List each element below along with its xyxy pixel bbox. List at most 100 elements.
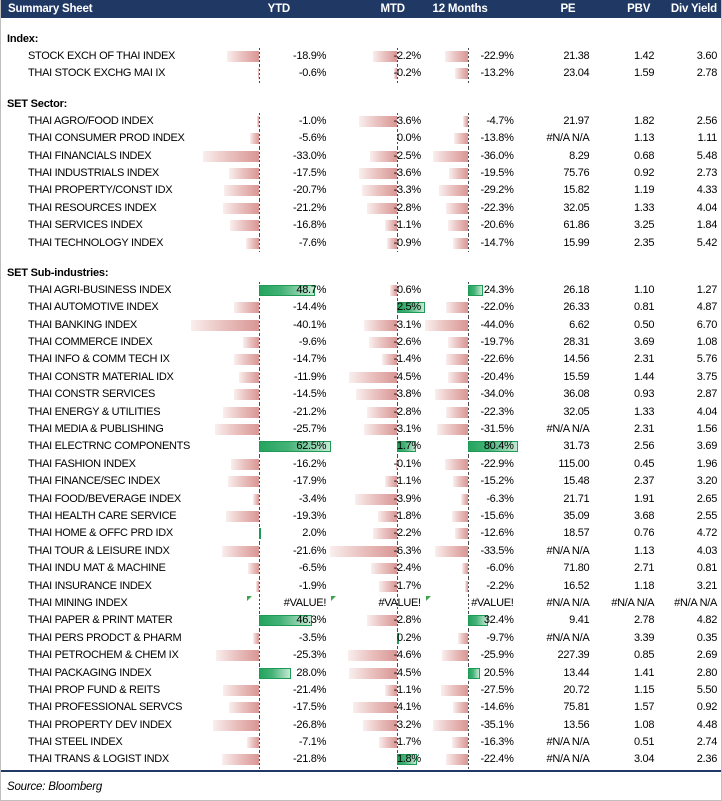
cell-dy[interactable]: 1.27 bbox=[696, 283, 718, 296]
cell-dy[interactable]: 5.42 bbox=[696, 236, 718, 249]
cell-pbv[interactable]: 1.13 bbox=[633, 544, 655, 557]
cell-m12[interactable]: -14.6% bbox=[425, 699, 518, 717]
cell-dy[interactable]: 0.35 bbox=[696, 631, 718, 644]
cell-mtd[interactable]: -0.2% bbox=[330, 65, 425, 83]
row-label[interactable]: THAI STEEL INDEX bbox=[28, 736, 123, 749]
cell-ytd[interactable]: -21.8% bbox=[191, 751, 331, 769]
cell-pbv[interactable]: 1.10 bbox=[633, 283, 655, 296]
cell-ytd[interactable]: -9.6% bbox=[191, 334, 331, 352]
col-header-pbv[interactable]: PBV bbox=[627, 3, 651, 15]
row-label[interactable]: THAI PACKAGING INDEX bbox=[28, 666, 152, 679]
cell-pe[interactable]: 32.05 bbox=[563, 201, 590, 214]
cell-dy[interactable]: 4.48 bbox=[696, 718, 718, 731]
cell-m12[interactable]: -12.6% bbox=[425, 525, 518, 543]
cell-dy[interactable]: 3.20 bbox=[696, 475, 718, 488]
cell-m12[interactable]: -22.6% bbox=[425, 351, 518, 369]
cell-m12[interactable]: -20.6% bbox=[425, 217, 518, 235]
cell-mtd[interactable]: -3.3% bbox=[330, 182, 425, 200]
cell-ytd[interactable]: #VALUE! bbox=[191, 594, 331, 613]
cell-ytd[interactable]: -19.3% bbox=[191, 507, 331, 526]
cell-ytd[interactable]: -1.9% bbox=[191, 577, 331, 595]
cell-m12[interactable]: -22.9% bbox=[425, 48, 518, 66]
row-label[interactable]: THAI HEALTH CARE SERVICE bbox=[28, 509, 177, 522]
cell-dy[interactable]: 6.70 bbox=[696, 318, 718, 331]
cell-ytd[interactable]: -14.5% bbox=[191, 386, 331, 404]
cell-dy[interactable]: 2.80 bbox=[696, 666, 718, 679]
cell-pe[interactable]: 26.33 bbox=[563, 301, 590, 314]
cell-ytd[interactable]: -21.6% bbox=[191, 542, 331, 561]
row-label[interactable]: THAI PAPER & PRINT MATER bbox=[28, 614, 173, 627]
cell-dy[interactable]: 0.92 bbox=[696, 701, 718, 714]
cell-pe[interactable]: 31.73 bbox=[563, 440, 590, 453]
cell-pbv[interactable]: 1.42 bbox=[633, 50, 655, 62]
cell-m12[interactable]: -27.5% bbox=[425, 681, 518, 700]
cell-m12[interactable]: -22.4% bbox=[425, 751, 518, 769]
cell-pe[interactable]: 16.52 bbox=[563, 579, 590, 592]
cell-m12[interactable]: -34.0% bbox=[425, 386, 518, 404]
cell-ytd[interactable]: -6.5% bbox=[191, 560, 331, 578]
cell-pe[interactable]: 6.62 bbox=[569, 318, 590, 331]
row-label[interactable]: THAI ENERGY & UTILITIES bbox=[28, 405, 161, 418]
cell-m12[interactable]: -13.2% bbox=[425, 65, 518, 83]
cell-dy[interactable]: 2.87 bbox=[696, 388, 718, 401]
cell-mtd[interactable]: -1.4% bbox=[330, 351, 425, 369]
cell-pbv[interactable]: 2.78 bbox=[633, 614, 655, 627]
cell-m12[interactable]: -31.5% bbox=[425, 421, 518, 439]
cell-pbv[interactable]: 0.92 bbox=[633, 166, 655, 179]
cell-pe[interactable]: 21.71 bbox=[563, 492, 590, 505]
cell-mtd[interactable]: -0.9% bbox=[330, 234, 425, 252]
cell-ytd[interactable]: -20.7% bbox=[191, 182, 331, 200]
cell-m12[interactable]: -22.0% bbox=[425, 299, 518, 317]
cell-dy[interactable]: 2.55 bbox=[696, 509, 718, 522]
cell-mtd[interactable]: -3.8% bbox=[330, 386, 425, 404]
cell-mtd[interactable]: 2.5% bbox=[330, 299, 426, 317]
cell-pe[interactable]: 15.82 bbox=[563, 184, 590, 197]
cell-mtd[interactable]: -4.5% bbox=[330, 664, 425, 682]
cell-pbv[interactable]: 1.18 bbox=[633, 579, 655, 592]
cell-ytd[interactable]: -7.6% bbox=[191, 234, 331, 252]
row-label[interactable]: THAI TRANS & LOGIST INDX bbox=[28, 753, 169, 766]
cell-m12[interactable]: #VALUE! bbox=[425, 594, 518, 613]
cell-dy[interactable]: 1.96 bbox=[696, 457, 718, 470]
cell-ytd[interactable]: 2.0% bbox=[191, 525, 331, 543]
cell-ytd[interactable]: -3.4% bbox=[191, 490, 331, 508]
cell-dy[interactable]: 2.73 bbox=[696, 166, 718, 179]
row-label[interactable]: THAI PERS PRODCT & PHARM bbox=[28, 631, 182, 644]
cell-pbv[interactable]: 0.85 bbox=[633, 649, 655, 662]
cell-ytd[interactable]: -17.5% bbox=[191, 699, 331, 717]
cell-pbv[interactable]: 3.68 bbox=[633, 509, 655, 522]
cell-pbv[interactable]: 3.04 bbox=[633, 753, 655, 766]
cell-pbv[interactable]: 3.39 bbox=[633, 631, 655, 644]
cell-ytd[interactable]: -21.2% bbox=[191, 199, 331, 218]
cell-ytd[interactable]: -18.9% bbox=[191, 48, 331, 66]
cell-mtd[interactable]: -6.3% bbox=[330, 542, 425, 561]
cell-pbv[interactable]: 1.33 bbox=[633, 201, 655, 214]
cell-m12[interactable]: -44.0% bbox=[424, 316, 518, 335]
row-label[interactable]: THAI SERVICES INDEX bbox=[28, 219, 143, 232]
cell-pe[interactable]: 14.56 bbox=[563, 353, 590, 366]
row-label[interactable]: THAI MINING INDEX bbox=[28, 596, 128, 609]
row-label[interactable]: THAI ELECTRNC COMPONENTS bbox=[28, 440, 191, 453]
cell-m12[interactable]: -19.7% bbox=[425, 334, 518, 352]
cell-mtd[interactable]: -2.5% bbox=[330, 147, 425, 165]
cell-ytd[interactable]: -17.9% bbox=[191, 473, 331, 491]
cell-pbv[interactable]: 3.25 bbox=[633, 219, 655, 232]
cell-ytd[interactable]: -26.8% bbox=[191, 716, 331, 735]
cell-pe[interactable]: 15.99 bbox=[563, 236, 590, 249]
cell-pe[interactable]: 23.04 bbox=[563, 67, 590, 80]
cell-m12[interactable]: -6.0% bbox=[425, 560, 518, 578]
cell-pbv[interactable]: 3.69 bbox=[633, 336, 655, 349]
cell-pe[interactable]: 61.86 bbox=[563, 219, 590, 232]
cell-mtd[interactable]: -1.1% bbox=[330, 681, 425, 700]
row-label[interactable]: THAI FINANCE/SEC INDEX bbox=[28, 475, 161, 488]
row-label[interactable]: THAI PETROCHEM & CHEM IX bbox=[28, 649, 179, 662]
cell-m12[interactable]: -6.3% bbox=[425, 490, 518, 508]
cell-m12[interactable]: -35.1% bbox=[425, 716, 518, 735]
row-label[interactable]: THAI CONSTR SERVICES bbox=[28, 388, 156, 401]
cell-mtd[interactable]: -3.2% bbox=[330, 716, 425, 735]
cell-ytd[interactable]: 62.5% bbox=[191, 438, 331, 456]
cell-pbv[interactable]: 2.71 bbox=[633, 562, 655, 575]
cell-mtd[interactable]: -3.1% bbox=[330, 421, 425, 439]
cell-dy[interactable]: 4.33 bbox=[696, 184, 718, 197]
cell-pbv[interactable]: 2.37 bbox=[633, 475, 655, 488]
